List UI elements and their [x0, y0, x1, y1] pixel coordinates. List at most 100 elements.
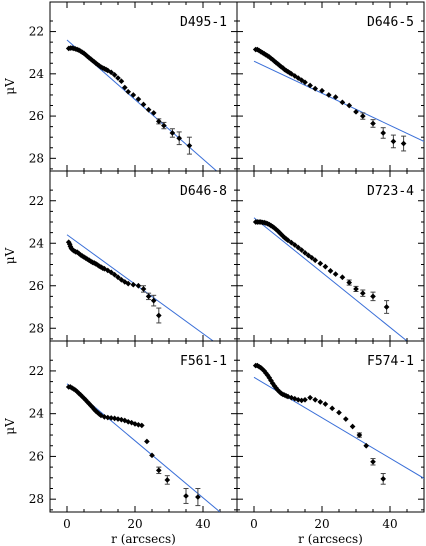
data-point [327, 268, 334, 274]
data-point [176, 135, 183, 142]
data-point [140, 286, 147, 292]
fit-line [66, 234, 214, 341]
data-point [400, 140, 407, 147]
data-point [312, 85, 319, 92]
data-point [155, 118, 162, 125]
x-tick-label: 40 [382, 517, 397, 531]
y-tick-label: 22 [29, 194, 44, 208]
data-point [322, 401, 329, 407]
fit-line [253, 217, 408, 341]
data-point [356, 432, 363, 438]
data-point [359, 290, 366, 297]
data-point [118, 78, 125, 85]
data-point [150, 297, 157, 304]
data-point [370, 293, 376, 300]
data-point [370, 120, 376, 127]
panel-title: D723-4 [367, 184, 414, 199]
data-point [302, 396, 308, 403]
data-point [150, 110, 157, 116]
y-tick-label: 28 [29, 492, 44, 506]
data-point [346, 102, 353, 109]
data-point [302, 249, 308, 256]
data-point [312, 257, 319, 264]
fit-line [253, 60, 424, 142]
data-point [307, 394, 313, 401]
data-point [370, 458, 376, 465]
data-point [186, 142, 193, 149]
data-point [380, 130, 387, 136]
y-tick-label: 22 [29, 364, 44, 378]
x-axis-label: r (arcsecs) [298, 532, 363, 546]
data-point [111, 72, 118, 78]
data-point [108, 415, 115, 421]
data-point [135, 282, 142, 289]
x-tick-label: 0 [250, 517, 258, 531]
data-point [125, 88, 132, 95]
data-point [155, 467, 162, 474]
data-point [145, 106, 152, 113]
x-tick-label: 40 [195, 517, 210, 531]
data-point [339, 274, 346, 281]
data-point [164, 477, 171, 483]
y-tick-label: 28 [29, 151, 44, 165]
y-axis-label: μV [3, 78, 17, 95]
data-point [138, 422, 145, 429]
data-point [130, 281, 137, 288]
x-tick-label: 20 [127, 517, 142, 531]
data-point [121, 84, 128, 91]
data-point [295, 244, 302, 251]
data-point [383, 304, 390, 310]
data-point [288, 239, 295, 246]
data-point [346, 279, 353, 286]
data-point [195, 494, 201, 500]
data-point [140, 101, 147, 108]
data-point [322, 263, 329, 270]
data-point [130, 92, 137, 98]
data-point [317, 260, 324, 267]
data-point [183, 493, 189, 499]
panel-title: F561-1 [180, 354, 227, 369]
data-point [390, 138, 397, 145]
data-point [115, 274, 121, 281]
y-axis-label: μV [3, 247, 17, 264]
data-point [325, 92, 332, 98]
data-point [149, 452, 155, 459]
x-tick-label: 20 [314, 517, 329, 531]
data-point [108, 269, 115, 276]
data-point [359, 113, 366, 119]
data-point [111, 271, 118, 278]
y-tick-label: 26 [29, 449, 44, 463]
data-point [349, 423, 356, 430]
panel-title: F574-1 [367, 354, 414, 369]
data-point [332, 271, 339, 277]
data-point [342, 416, 349, 422]
data-point [169, 130, 176, 136]
data-point [317, 399, 324, 405]
data-point [291, 242, 298, 248]
data-point [302, 79, 308, 86]
data-point [125, 280, 132, 287]
data-point [339, 99, 346, 106]
data-point [161, 122, 167, 129]
panel-title: D495-1 [180, 15, 227, 30]
data-point [336, 409, 342, 416]
y-tick-label: 24 [29, 67, 45, 81]
y-axis-label: μV [3, 418, 17, 435]
data-point [307, 82, 313, 89]
y-tick-label: 26 [29, 279, 44, 293]
panel-frame [236, 340, 425, 513]
data-point [319, 87, 325, 94]
data-point [104, 414, 111, 421]
data-point [285, 237, 291, 244]
y-tick-label: 22 [29, 25, 44, 39]
data-point [145, 293, 152, 300]
data-point [298, 247, 305, 253]
data-point [115, 75, 121, 81]
data-point [312, 396, 319, 403]
data-point [144, 438, 150, 445]
data-point [155, 312, 162, 319]
x-tick-label: 0 [63, 517, 71, 531]
x-axis-label: r (arcsecs) [111, 532, 176, 546]
y-tick-label: 24 [29, 407, 45, 421]
